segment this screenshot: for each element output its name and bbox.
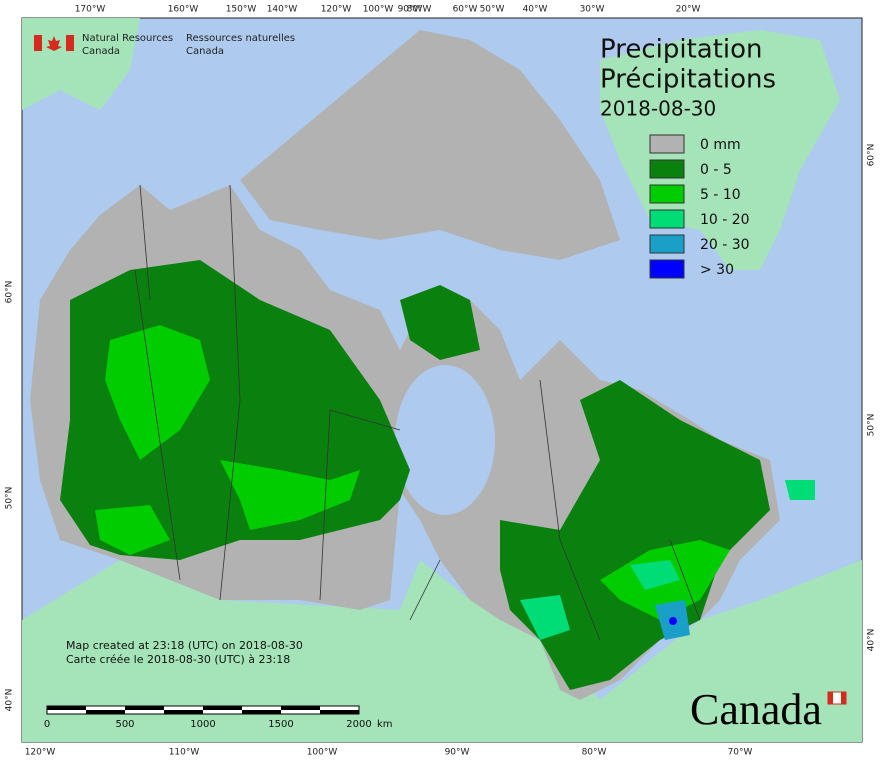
note: Carte créée le 2018-08-30 (UTC) à 23:18: [66, 653, 290, 666]
legend-swatch: [649, 209, 685, 229]
graticule-label: 160°W: [168, 5, 199, 15]
header-text: Canada: [82, 46, 120, 57]
graticule-label: 60°N: [5, 281, 15, 304]
graticule-label: 40°W: [523, 5, 548, 15]
legend-swatch: [649, 159, 685, 179]
graticule-label: 80°W: [407, 5, 432, 15]
scale-segment: [86, 710, 125, 714]
graticule-label: 50°N: [5, 487, 15, 510]
flag-bar: [66, 35, 74, 51]
east-green: [500, 380, 770, 690]
scale-segment: [281, 706, 320, 710]
graticule-label: 170°W: [75, 5, 106, 15]
hudson-bay: [395, 365, 495, 515]
graticule-label: 80°W: [582, 748, 607, 758]
scale-segment: [242, 710, 281, 714]
maple-leaf: [46, 36, 62, 51]
graticule-label: 100°W: [307, 748, 338, 758]
moderate-3: [785, 480, 815, 500]
graticule-label: 30°W: [580, 5, 605, 15]
moderate-2: [630, 560, 680, 590]
baffin-green: [400, 285, 480, 360]
header-text: Canada: [186, 46, 224, 57]
scale-label: 2000: [346, 719, 371, 730]
scale-segment: [320, 710, 359, 714]
legend-swatch: [649, 184, 685, 204]
wordmark-flag: [828, 692, 833, 704]
scale-segment: [47, 706, 86, 710]
legend-swatch: [649, 234, 685, 254]
note: Map created at 23:18 (UTC) on 2018-08-30: [66, 639, 303, 652]
graticule-label: 70°W: [728, 748, 753, 758]
moderate-1: [520, 595, 570, 640]
graticule-label: 40°N: [867, 629, 877, 652]
light-green-1: [105, 325, 210, 460]
scale-segment: [164, 710, 203, 714]
graticule-label: 120°W: [321, 5, 352, 15]
graticule-label: 110°W: [169, 748, 200, 758]
graticule-label: 60°W: [453, 5, 478, 15]
title: Precipitation: [600, 35, 763, 65]
graticule-label: 150°W: [226, 5, 257, 15]
legend-label: 0 - 5: [700, 162, 732, 178]
wordmark: Canada: [690, 685, 847, 734]
legend-label: 5 - 10: [700, 187, 741, 203]
scale-label: 0: [44, 719, 50, 730]
scale-label: 500: [115, 719, 134, 730]
scale-bar: 0 500 1000 1500 2000 km: [44, 705, 393, 730]
legend-swatch: [649, 259, 685, 279]
scale-segment: [125, 706, 164, 710]
graticule-labels: 170°W 160°W 150°W 140°W 120°W 100°W 90°W80°W 60…: [5, 5, 877, 758]
legend-label: 20 - 30: [700, 237, 750, 253]
graticule-label: 50°W: [480, 5, 505, 15]
scale-segment: [203, 706, 242, 710]
title: Précipitations: [600, 65, 776, 95]
date: 2018-08-30: [600, 97, 716, 121]
wordmark-flag: [841, 692, 846, 704]
graticule-label: 90°W: [445, 748, 470, 758]
graticule-label: 90°W: [398, 5, 423, 15]
wordmark-text: Canada: [690, 685, 822, 734]
scale-label: 1500: [268, 719, 293, 730]
map-land: [22, 18, 862, 742]
header-text: Natural Resources: [82, 33, 173, 44]
legend-label: 0 mm: [700, 137, 741, 153]
graticule-label: 50°N: [867, 414, 877, 437]
light-green-3: [95, 505, 170, 555]
graticule-label: 120°W: [25, 748, 56, 758]
graticule-label: 140°W: [267, 5, 298, 15]
graticule-label: 40°N: [5, 689, 15, 712]
arctic-islands: [240, 30, 620, 260]
header-text: Ressources naturelles: [186, 33, 295, 44]
very-heavy-1: [669, 617, 677, 625]
flag-bar: [34, 35, 42, 51]
legend-swatch: [649, 134, 685, 154]
graticule-label: 100°W: [363, 5, 394, 15]
legend-label: > 30: [700, 262, 734, 278]
usa-land: [22, 560, 862, 742]
scale-label: 1000: [190, 719, 215, 730]
graticule-label: 20°W: [676, 5, 701, 15]
header: Natural Resources Canada Ressources natu…: [34, 33, 295, 57]
graticule-label: 60°N: [867, 144, 877, 167]
scale-unit: km: [377, 719, 393, 730]
legend: 0 mm 0 - 5 5 - 10 10 - 20 20 - 30 > 30: [649, 134, 750, 279]
province-borders: [134, 184, 701, 641]
legend-label: 10 - 20: [700, 212, 750, 228]
light-green-2: [220, 460, 360, 530]
